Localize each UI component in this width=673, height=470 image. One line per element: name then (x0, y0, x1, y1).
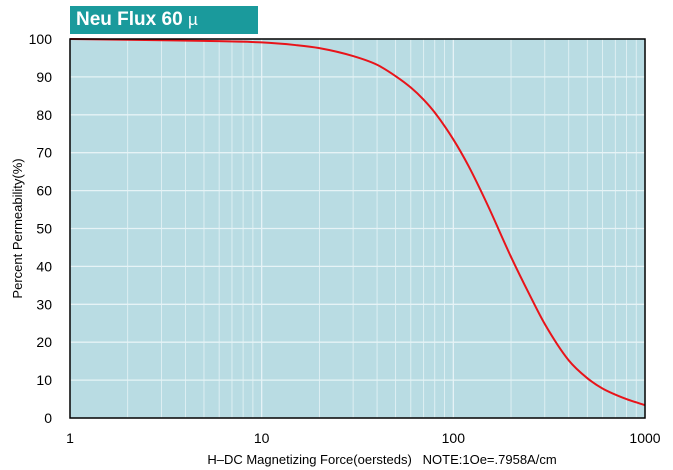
y-tick-label: 40 (36, 258, 52, 274)
x-tick-label: 10 (254, 430, 270, 446)
y-tick-label: 70 (36, 145, 52, 161)
x-tick-label: 1000 (629, 430, 660, 446)
x-tick-label: 100 (442, 430, 466, 446)
y-tick-label: 50 (36, 221, 52, 237)
x-tick-label: 1 (66, 430, 74, 446)
y-tick-label: 0 (44, 410, 52, 426)
y-tick-label: 10 (36, 372, 52, 388)
chart-title-badge: Neu Flux 60 µ (70, 6, 258, 34)
x-axis-tick-labels: 1 10 100 1000 (66, 430, 661, 446)
chart-title-symbol: µ (187, 10, 198, 29)
y-tick-label: 30 (36, 296, 52, 312)
permeability-curve (69, 38, 646, 407)
y-tick-label: 20 (36, 334, 52, 350)
y-tick-label: 100 (29, 31, 53, 47)
y-tick-label: 80 (36, 107, 52, 123)
y-tick-label: 60 (36, 183, 52, 199)
y-axis-title: Percent Permeability(%) (10, 158, 25, 298)
chart-title: Neu Flux 60 (76, 9, 183, 30)
x-axis-title: H–DC Magnetizing Force(oersteds) NOTE:1O… (207, 452, 556, 467)
y-tick-label: 90 (36, 69, 52, 85)
y-axis-tick-labels: 0 10 20 30 40 50 60 70 80 90 100 (29, 31, 53, 426)
plot-frame (69, 38, 646, 419)
